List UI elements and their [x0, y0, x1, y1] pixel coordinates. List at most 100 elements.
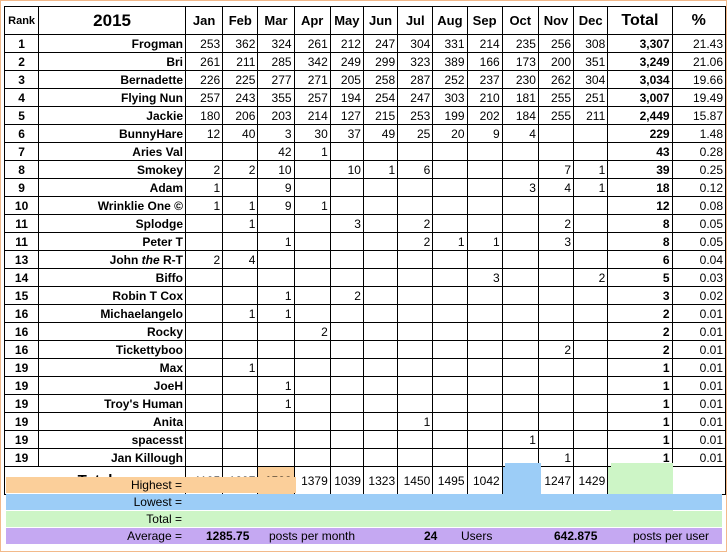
month-value-cell	[257, 250, 295, 269]
user-rows: 1 Frogman 253 362 324 261 212 247 304 331 214 235 25…	[3, 34, 727, 467]
user-name-cell: Michaelangelo	[38, 304, 186, 323]
month-value-cell	[573, 322, 609, 341]
month-value-cell	[362, 448, 399, 467]
user-percent-cell: 0.12	[671, 178, 727, 197]
user-total-cell: 3,249	[607, 52, 673, 71]
month-value-cell	[293, 394, 331, 413]
month-value-cell: 271	[293, 70, 331, 89]
month-value-cell: 1	[257, 376, 295, 395]
month-value-cell: 226	[184, 70, 224, 89]
month-value-cell	[432, 394, 468, 413]
month-value-cell: 2	[397, 214, 434, 233]
user-percent-cell: 0.01	[671, 394, 727, 413]
table-row: 19 Anita 1 1 0.01	[3, 412, 727, 431]
rank-cell: 19	[3, 448, 40, 467]
highest-label: Highest =	[130, 478, 182, 492]
table-row: 1 Frogman 253 362 324 261 212 247 304 331 214 235 25…	[3, 34, 727, 53]
month-value-cell	[537, 124, 575, 143]
month-value-cell: 225	[222, 70, 259, 89]
rank-cell: 13	[3, 250, 40, 269]
month-value-cell	[362, 286, 399, 305]
users-label: Users	[461, 529, 493, 543]
month-value-cell	[329, 340, 364, 359]
rank-cell: 6	[3, 124, 40, 143]
month-value-cell	[466, 340, 503, 359]
posts-per-month-label: posts per month	[269, 529, 356, 543]
table-row: 8 Smokey 2 2 10 10 1 6 7 1 39 0.25	[3, 160, 727, 179]
user-total-cell: 3,307	[607, 34, 673, 53]
rank-cell: 1	[3, 34, 40, 53]
month-value-cell: 1	[466, 232, 503, 251]
month-value-cell	[293, 448, 331, 467]
rank-cell: 10	[3, 196, 40, 215]
month-value-cell: 1	[222, 196, 259, 215]
user-total-cell: 229	[607, 124, 673, 143]
month-value-cell: 3	[501, 178, 539, 197]
table-row: 16 Tickettyboo 2 2 0.01	[3, 340, 727, 359]
month-value-cell: 205	[329, 70, 364, 89]
table-row: 16 Michaelangelo 1 1 2 0.01	[3, 304, 727, 323]
table-row: 3 Bernadette 226 225 277 271 205 258 287 252 237 23…	[3, 70, 727, 89]
month-value-cell: 2	[293, 322, 331, 341]
month-value-cell	[466, 214, 503, 233]
highest-band: Highest =	[6, 477, 296, 493]
user-name-cell: Peter T	[38, 232, 186, 251]
month-value-cell: 1	[222, 358, 259, 377]
month-value-cell	[329, 448, 364, 467]
month-value-cell: 1	[293, 196, 331, 215]
month-value-cell	[537, 412, 575, 431]
month-value-cell	[466, 394, 503, 413]
month-value-cell: 237	[466, 70, 503, 89]
month-value-cell	[329, 196, 364, 215]
user-total-cell: 5	[607, 268, 673, 287]
month-value-cell	[222, 232, 259, 251]
month-value-cell	[329, 358, 364, 377]
month-value-cell	[466, 358, 503, 377]
month-value-cell	[257, 358, 295, 377]
month-header: Oct	[501, 6, 539, 35]
users-count: 24	[424, 529, 438, 543]
month-value-cell	[432, 142, 468, 161]
user-name-cell: Tickettyboo	[38, 340, 186, 359]
user-name-cell: Troy's Human	[38, 394, 186, 413]
month-value-cell	[573, 340, 609, 359]
month-value-cell	[222, 340, 259, 359]
month-value-cell: 1	[222, 214, 259, 233]
user-name-cell: Rocky	[38, 322, 186, 341]
month-value-cell	[501, 358, 539, 377]
month-value-cell	[293, 340, 331, 359]
year-header: 2015	[38, 6, 186, 35]
month-value-cell: 299	[362, 52, 399, 71]
month-value-cell	[362, 142, 399, 161]
month-value-cell	[184, 412, 224, 431]
month-value-cell	[537, 250, 575, 269]
lowest-marker	[505, 463, 541, 494]
month-value-cell	[432, 430, 468, 449]
month-value-cell	[573, 232, 609, 251]
month-value-cell	[432, 268, 468, 287]
table-row: 4 Flying Nun 257 243 355 257 194 254 247 303 210 18…	[3, 88, 727, 107]
month-value-cell	[397, 286, 434, 305]
month-value-cell: 253	[184, 34, 224, 53]
user-percent-cell: 0.05	[671, 232, 727, 251]
month-header: Apr	[293, 6, 331, 35]
user-name-cell: Bri	[38, 52, 186, 71]
user-total-cell: 43	[607, 142, 673, 161]
month-value-cell: 200	[537, 52, 575, 71]
lowest-label: Lowest =	[133, 495, 182, 509]
month-value-cell: 9	[257, 178, 295, 197]
user-name-cell: Frogman	[38, 34, 186, 53]
rank-cell: 11	[3, 232, 40, 251]
month-value-cell	[397, 178, 434, 197]
table-row: 19 JoeH 1 1 0.01	[3, 376, 727, 395]
user-total-cell: 12	[607, 196, 673, 215]
month-value-cell: 9	[257, 196, 295, 215]
month-value-cell	[432, 358, 468, 377]
month-value-cell	[362, 196, 399, 215]
month-value-cell: 247	[362, 34, 399, 53]
month-value-cell: 1	[537, 448, 575, 467]
month-value-cell	[573, 286, 609, 305]
user-percent-cell: 0.05	[671, 214, 727, 233]
month-value-cell: 324	[257, 34, 295, 53]
month-value-cell	[184, 430, 224, 449]
